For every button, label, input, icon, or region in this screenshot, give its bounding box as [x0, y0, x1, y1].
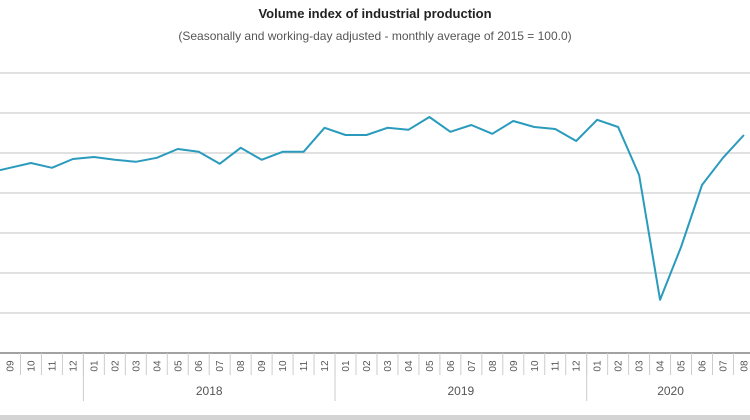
chart-title: Volume index of industrial production: [258, 6, 492, 21]
data-point: [281, 150, 285, 154]
data-point: [197, 150, 201, 154]
x-tick-label: 10: [26, 360, 37, 372]
x-tick-label: 04: [656, 360, 667, 372]
data-point: [8, 166, 12, 170]
data-point: [134, 160, 138, 164]
chart-subtitle: (Seasonally and working-day adjusted - m…: [178, 29, 572, 43]
data-point: [406, 128, 410, 132]
data-point: [323, 126, 327, 130]
x-tick-label: 11: [551, 360, 562, 371]
scrollbar[interactable]: [0, 415, 750, 420]
x-tick-label: 08: [488, 360, 499, 372]
x-tick-label: 05: [173, 360, 184, 372]
data-point: [721, 156, 725, 160]
data-point: [92, 155, 96, 159]
x-tick-label: 08: [739, 360, 750, 372]
x-tick-label: 02: [614, 360, 625, 372]
x-tick-label: 09: [509, 360, 520, 372]
year-label: 2020: [657, 384, 684, 398]
data-point: [742, 133, 746, 137]
data-point: [71, 157, 75, 161]
data-point: [637, 173, 641, 177]
data-point: [176, 147, 180, 151]
data-point: [553, 127, 557, 131]
x-tick-label: 01: [341, 360, 352, 372]
x-tick-label: 07: [215, 360, 226, 372]
data-point: [218, 162, 222, 166]
data-point: [658, 298, 662, 302]
year-label: 2019: [448, 384, 475, 398]
x-tick-label: 09: [257, 360, 268, 372]
x-tick-label: 01: [593, 360, 604, 372]
data-point: [427, 115, 431, 119]
data-point: [155, 156, 159, 160]
x-tick-label: 03: [383, 360, 394, 372]
x-tick-label: 09: [6, 360, 17, 372]
data-point: [239, 146, 243, 150]
x-tick-label: 07: [718, 360, 729, 372]
series-line: [0, 116, 745, 301]
data-point: [364, 133, 368, 137]
data-point: [385, 126, 389, 130]
x-tick-label: 11: [299, 360, 310, 371]
x-tick-label: 06: [698, 360, 709, 372]
x-tick-label: 01: [89, 360, 100, 372]
x-tick-label: 03: [635, 360, 646, 372]
data-point: [511, 119, 515, 123]
x-tick-label: 04: [152, 360, 163, 372]
data-point: [344, 133, 348, 137]
x-tick-label: 12: [320, 360, 331, 372]
data-point: [113, 158, 117, 162]
x-tick-label: 06: [446, 360, 457, 372]
data-point: [532, 125, 536, 129]
data-point: [616, 125, 620, 129]
data-point: [29, 161, 33, 165]
x-tick-label: 02: [362, 360, 373, 372]
data-point: [700, 183, 704, 187]
data-point: [448, 130, 452, 134]
data-point: [490, 132, 494, 136]
x-tick-label: 03: [131, 360, 142, 372]
x-tick-label: 10: [278, 360, 289, 372]
data-point: [302, 150, 306, 154]
data-point: [469, 123, 473, 127]
x-tick-label: 08: [236, 360, 247, 372]
data-point: [595, 118, 599, 122]
data-point: [50, 166, 54, 170]
x-tick-label: 02: [110, 360, 121, 372]
year-label: 2018: [196, 384, 223, 398]
x-tick-label: 12: [68, 360, 79, 372]
x-tick-label: 10: [530, 360, 541, 372]
x-tick-label: 05: [425, 360, 436, 372]
x-tick-label: 12: [572, 360, 583, 372]
x-tick-label: 11: [47, 360, 58, 371]
data-point: [260, 158, 264, 162]
data-point: [679, 245, 683, 249]
x-tick-label: 05: [677, 360, 688, 372]
x-tick-label: 04: [404, 360, 415, 372]
x-tick-label: 07: [467, 360, 478, 372]
x-tick-label: 06: [194, 360, 205, 372]
data-point: [574, 139, 578, 143]
